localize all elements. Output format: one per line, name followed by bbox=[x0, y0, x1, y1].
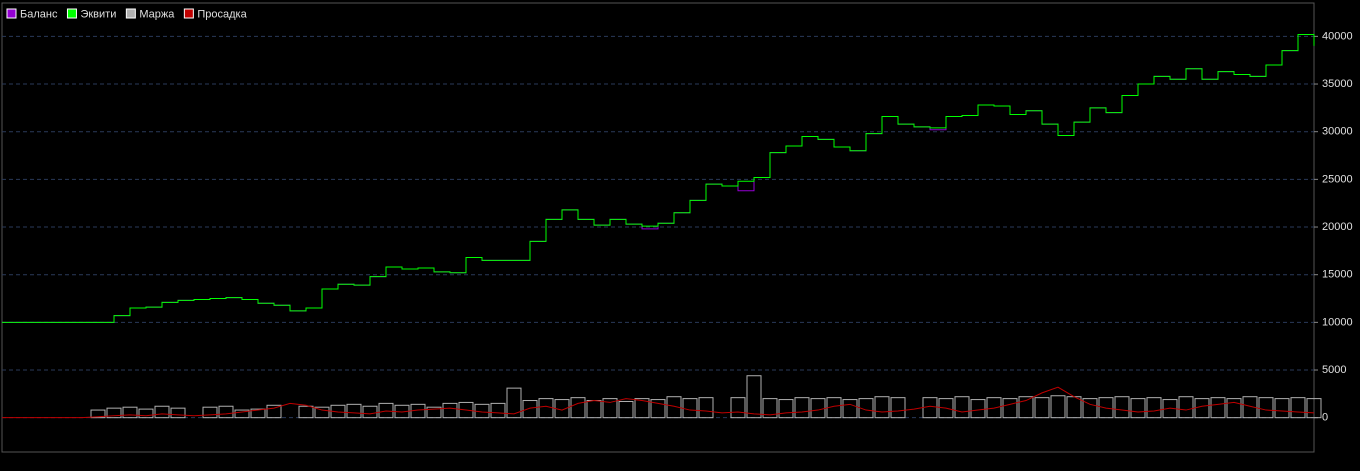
y-tick-label: 10000 bbox=[1322, 316, 1353, 328]
margin-bar bbox=[858, 398, 874, 419]
y-tick-label: 35000 bbox=[1322, 78, 1353, 90]
margin-bar bbox=[1306, 398, 1322, 419]
margin-bar bbox=[842, 399, 858, 419]
y-tick-label: 30000 bbox=[1322, 126, 1353, 138]
margin-bar bbox=[506, 387, 522, 419]
margin-bar bbox=[938, 398, 954, 419]
margin-bar bbox=[106, 407, 122, 419]
legend-label: Просадка bbox=[197, 8, 247, 20]
margin-bar bbox=[522, 400, 538, 419]
margin-bar bbox=[666, 396, 682, 419]
margin-bar bbox=[122, 406, 138, 419]
margin-bar bbox=[602, 398, 618, 419]
margin-bar bbox=[298, 405, 314, 419]
margin-bar bbox=[362, 405, 378, 419]
margin-bar bbox=[234, 409, 250, 419]
margin-bar bbox=[442, 402, 458, 419]
margin-bar bbox=[490, 402, 506, 419]
margin-bar bbox=[794, 397, 810, 419]
y-tick-label: 20000 bbox=[1322, 221, 1353, 233]
margin-bar bbox=[1034, 397, 1050, 419]
margin-bar bbox=[954, 396, 970, 419]
margin-bar bbox=[618, 400, 634, 419]
legend-swatch bbox=[183, 8, 194, 19]
legend-swatch bbox=[125, 8, 136, 19]
margin-bar bbox=[1002, 398, 1018, 419]
margin-bar bbox=[874, 396, 890, 419]
margin-bar bbox=[218, 405, 234, 419]
legend-label: Баланс bbox=[20, 8, 58, 20]
margin-bar bbox=[1178, 396, 1194, 419]
margin-bar bbox=[986, 397, 1002, 419]
margin-bar bbox=[266, 404, 282, 419]
margin-bar bbox=[202, 406, 218, 419]
margin-bar bbox=[698, 397, 714, 419]
margin-bar bbox=[1210, 397, 1226, 419]
margin-bar bbox=[570, 397, 586, 419]
margin-bar bbox=[730, 397, 746, 419]
margin-bar bbox=[634, 398, 650, 419]
margin-bar bbox=[250, 408, 266, 419]
margin-bar bbox=[1242, 396, 1258, 419]
legend-swatch bbox=[6, 8, 17, 19]
margin-bar bbox=[762, 398, 778, 419]
margin-bar bbox=[90, 409, 106, 419]
legend-label: Эквити bbox=[80, 8, 116, 20]
y-tick-label: 15000 bbox=[1322, 269, 1353, 281]
margin-bar bbox=[1018, 396, 1034, 419]
margin-bar bbox=[1082, 398, 1098, 419]
margin-bar bbox=[458, 401, 474, 419]
margin-bar bbox=[1290, 397, 1306, 419]
margin-bar bbox=[1226, 398, 1242, 419]
y-tick-label: 40000 bbox=[1322, 30, 1353, 42]
margin-bar bbox=[746, 375, 762, 419]
margin-bar bbox=[426, 406, 442, 419]
margin-bar bbox=[1258, 397, 1274, 419]
margin-bar bbox=[1146, 397, 1162, 419]
margin-bar bbox=[778, 399, 794, 419]
margin-bar bbox=[138, 408, 154, 419]
margin-bar bbox=[650, 399, 666, 419]
y-tick-label: 25000 bbox=[1322, 173, 1353, 185]
margin-bar bbox=[1050, 395, 1066, 419]
margin-bar bbox=[378, 402, 394, 419]
legend-label: Маржа bbox=[139, 8, 175, 20]
series-line bbox=[2, 33, 1315, 323]
margin-bar bbox=[170, 407, 186, 419]
margin-bar bbox=[890, 397, 906, 419]
legend-swatch bbox=[66, 8, 77, 19]
margin-bar bbox=[1098, 397, 1114, 419]
margin-bar bbox=[346, 403, 362, 419]
margin-bar bbox=[970, 399, 986, 419]
y-tick-label: 0 bbox=[1322, 412, 1328, 424]
margin-bar bbox=[1130, 398, 1146, 419]
series-line bbox=[2, 386, 1315, 419]
margin-bar bbox=[154, 405, 170, 419]
y-tick-label: 5000 bbox=[1322, 364, 1346, 376]
margin-bar bbox=[1274, 398, 1290, 419]
margin-bar bbox=[314, 406, 330, 419]
margin-bar bbox=[1114, 396, 1130, 419]
